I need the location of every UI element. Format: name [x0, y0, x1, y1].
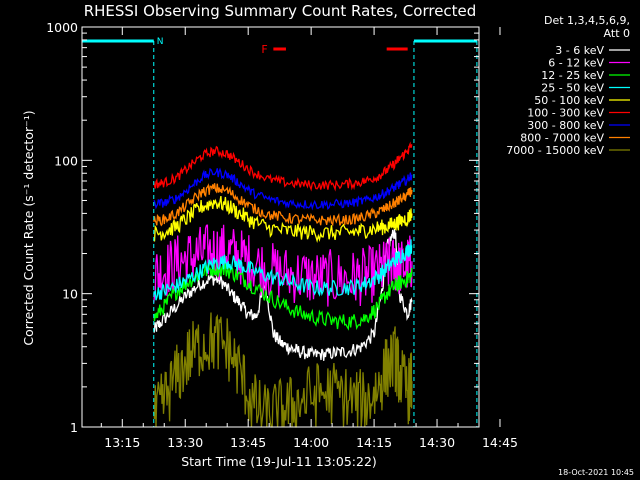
y-tick-label: 1000 — [46, 20, 78, 35]
legend-label: 6 - 12 keV — [548, 57, 604, 70]
x-tick-label: 14:45 — [482, 435, 518, 450]
legend-label: 300 - 800 keV — [527, 119, 604, 132]
x-tick-label: 13:45 — [230, 435, 266, 450]
legend-header-line-2: Att 0 — [604, 27, 630, 40]
x-tick-label: 14:00 — [293, 435, 329, 450]
timestamp: 18-Oct-2021 10:45 — [558, 468, 634, 477]
series-layer — [153, 141, 413, 428]
series-line — [153, 195, 413, 244]
y-tick-label: 1 — [70, 420, 78, 435]
y-axis-label: Corrected Count Rate (s⁻¹ detector⁻¹) — [21, 110, 36, 345]
series-line — [153, 239, 413, 301]
plot-frame — [81, 26, 480, 428]
y-tick-label: 100 — [54, 153, 78, 168]
marker-layer: NF — [81, 37, 478, 427]
legend-label: 50 - 100 keV — [534, 94, 604, 107]
chart-title: RHESSI Observing Summary Count Rates, Co… — [84, 2, 477, 20]
series-line — [153, 312, 413, 428]
series-line — [153, 141, 413, 192]
legend-label: 12 - 25 keV — [541, 69, 604, 82]
series-line — [153, 183, 413, 227]
legend-label: 3 - 6 keV — [555, 44, 604, 57]
series-line — [153, 224, 413, 307]
x-tick-label: 13:15 — [104, 435, 140, 450]
x-tick-label: 13:30 — [167, 435, 203, 450]
legend-label: 7000 - 15000 keV — [506, 144, 604, 157]
x-axis-label: Start Time (19-Jul-11 13:05:22) — [181, 454, 377, 469]
y-tick-label: 10 — [62, 287, 78, 302]
x-tick-label: 14:15 — [356, 435, 392, 450]
flare-label: F — [261, 43, 267, 56]
legend-label: 25 - 50 keV — [541, 82, 604, 95]
night-label: N — [157, 37, 164, 47]
legend-label: 800 - 7000 keV — [520, 132, 604, 145]
series-line — [153, 167, 413, 211]
x-tick-label: 14:30 — [419, 435, 455, 450]
legend-header-line-1: Det 1,3,4,5,6,9, — [544, 14, 630, 27]
tick-layer: 13:15 13:30 13:45 14:00 14:15 14:30 14:45 1 10 10… — [46, 20, 518, 450]
legend-label: 100 - 300 keV — [527, 107, 604, 120]
